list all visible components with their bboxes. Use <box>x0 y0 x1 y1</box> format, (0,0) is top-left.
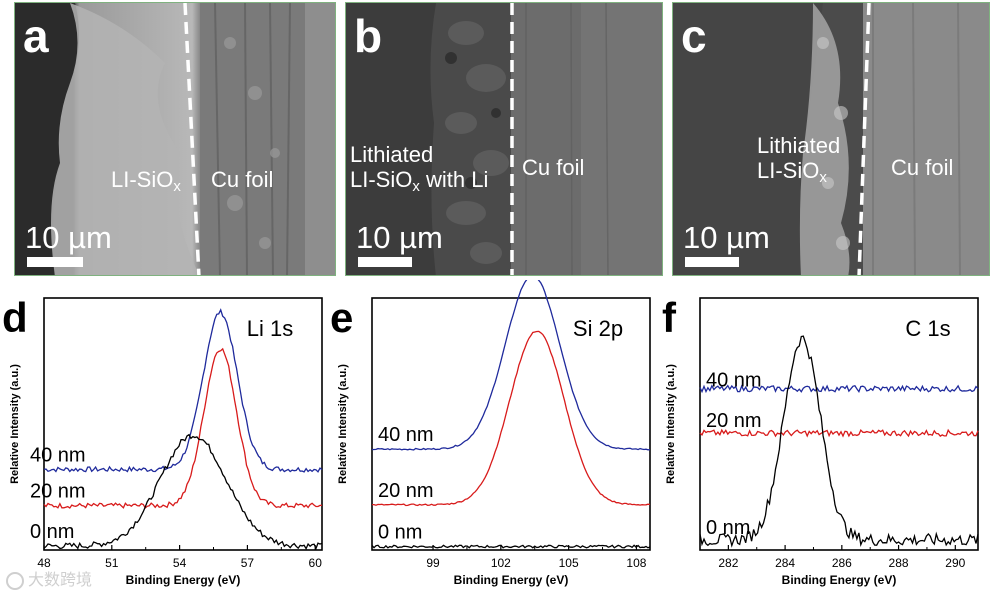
series-label: 20 nm <box>706 410 762 432</box>
x-tick-label: 54 <box>173 556 187 570</box>
sem-label-tail: with Li <box>419 167 489 192</box>
scale-text-c: 10 µm <box>683 220 770 255</box>
sem-label-lithiated-b: Lithiated LI-SiOx with Li <box>350 142 488 199</box>
chart-title: Li 1s <box>247 316 293 341</box>
panel-letter-a: a <box>23 10 49 62</box>
series-label: 20 nm <box>30 481 86 503</box>
x-tick-label: 108 <box>626 556 646 570</box>
sem-image-b <box>346 3 662 275</box>
xps-charts: 48 51 54 57 60 Binding Energy (eV) Relative In… <box>2 280 979 587</box>
panel-letter-b: b <box>354 10 383 62</box>
series-line-0-nm <box>43 433 323 551</box>
x-tick-label: 282 <box>718 556 738 570</box>
series-line-20-nm <box>43 347 323 509</box>
series-line-0-nm <box>371 544 651 549</box>
scale-bar-a <box>27 257 83 267</box>
series-label: 0 nm <box>378 522 422 544</box>
series-label: 0 nm <box>30 521 74 543</box>
chart-panel-f: 282 284 286 288 290 Binding Energy (eV) Relati… <box>662 294 979 587</box>
sem-label-cu-foil-a: Cu foil <box>211 167 274 192</box>
x-tick-label: 99 <box>426 556 440 570</box>
x-axis-label: Binding Energy (eV) <box>782 573 897 587</box>
sem-label-cu-foil-c: Cu foil <box>891 155 954 180</box>
series-line-20-nm <box>699 428 979 438</box>
panel-letter-c: c <box>681 10 707 62</box>
y-axis-label: Relative Intensity (a.u.) <box>9 364 21 484</box>
sem-image-a <box>15 3 335 275</box>
sem-label-line1: Lithiated <box>757 133 841 158</box>
y-axis-label: Relative Intensity (a.u.) <box>665 364 677 484</box>
chart-title: Si 2p <box>573 316 623 341</box>
series-line-40-nm <box>699 384 979 394</box>
scale-text-b: 10 µm <box>356 220 443 255</box>
series-line-40-nm <box>371 280 651 451</box>
sem-label-subscript: x <box>173 178 181 195</box>
series-label: 40 nm <box>706 370 762 392</box>
x-tick-label: 288 <box>889 556 909 570</box>
sem-label-subscript: x <box>819 169 827 186</box>
watermark: 大数跨境 <box>6 566 92 590</box>
sem-label-text: LI-SiO <box>350 167 413 192</box>
interface-dashed-line-a <box>183 3 201 275</box>
scale-text-a: 10 µm <box>25 220 112 255</box>
series-label: 40 nm <box>30 444 86 466</box>
scale-bar-c <box>685 257 739 267</box>
x-tick-label: 105 <box>559 556 579 570</box>
scale-bar-b <box>358 257 412 267</box>
sem-label-lithiated-c: Lithiated LI-SiOx <box>757 133 840 190</box>
panel-letter: d <box>2 294 28 341</box>
chart-title: C 1s <box>905 316 950 341</box>
x-tick-label: 57 <box>241 556 255 570</box>
x-tick-label: 286 <box>832 556 852 570</box>
watermark-text: 大数跨境 <box>28 570 93 589</box>
y-axis-label: Relative Intensity (a.u.) <box>337 364 349 484</box>
sem-label-line2: LI-SiOx with Li <box>350 167 488 199</box>
sem-label-cu-foil-b: Cu foil <box>522 155 585 180</box>
sem-label-text: LI-SiO <box>757 158 820 183</box>
sem-image-c <box>673 3 989 275</box>
sem-label-subscript: x <box>412 178 420 195</box>
x-tick-label: 51 <box>105 556 119 570</box>
series-line-20-nm <box>372 330 651 507</box>
sem-panel-b: b Lithiated LI-SiOx with Li Cu foil 10 µ… <box>345 2 663 276</box>
plot-frame <box>43 297 323 551</box>
x-tick-label: 48 <box>37 556 51 570</box>
series-line-40-nm <box>43 308 323 473</box>
plot-frame <box>371 297 651 551</box>
chart-panel-e: 99 102 105 108 Binding Energy (eV) Relative I… <box>330 280 651 587</box>
interface-dashed-line-b <box>510 3 514 275</box>
series-line-0-nm <box>699 335 979 548</box>
panel-letter: e <box>330 294 353 341</box>
chart-panel-d: 48 51 54 57 60 Binding Energy (eV) Relative In… <box>2 294 323 587</box>
x-tick-label: 102 <box>491 556 511 570</box>
sem-label-lisiox-a: LI-SiOx <box>111 167 181 199</box>
series-label: 20 nm <box>378 480 434 502</box>
x-axis-label: Binding Energy (eV) <box>126 573 241 587</box>
x-tick-label: 284 <box>775 556 795 570</box>
series-label: 0 nm <box>706 517 750 539</box>
sem-panel-a: a LI-SiOx Cu foil 10 µm <box>14 2 336 276</box>
x-tick-label: 60 <box>309 556 323 570</box>
x-tick-label: 290 <box>945 556 965 570</box>
panel-letter: f <box>662 294 677 341</box>
interface-dashed-line-c <box>857 3 871 275</box>
x-axis-label: Binding Energy (eV) <box>454 573 569 587</box>
sem-label-text: LI-SiO <box>111 167 174 192</box>
series-label: 40 nm <box>378 424 434 446</box>
watermark-logo-icon <box>6 571 24 590</box>
sem-label-line1: Lithiated <box>350 142 434 167</box>
plot-frame <box>699 297 979 551</box>
sem-label-line2: LI-SiOx <box>757 158 840 190</box>
sem-panel-c: c Lithiated LI-SiOx Cu foil 10 µm <box>672 2 990 276</box>
